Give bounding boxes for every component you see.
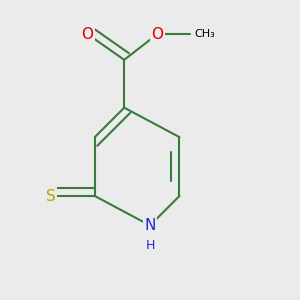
Text: O: O	[152, 27, 164, 42]
Text: H: H	[145, 239, 155, 252]
Text: CH₃: CH₃	[194, 29, 215, 39]
Text: S: S	[46, 188, 56, 203]
Text: N: N	[144, 218, 156, 233]
Text: O: O	[81, 27, 93, 42]
